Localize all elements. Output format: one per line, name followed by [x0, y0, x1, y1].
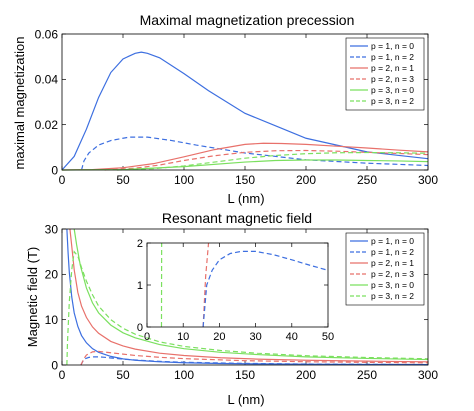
chart-top-legend-label: p = 1, n = 2	[371, 52, 414, 62]
chart-top-series-line-0	[61, 51, 429, 171]
chart-bottom-legend-label: p = 1, n = 2	[371, 247, 414, 257]
chart-top-xlabel: L (nm)	[227, 191, 264, 206]
chart-bottom-legend-label: p = 3, n = 2	[371, 291, 414, 301]
chart-top-legend: p = 1, n = 0p = 1, n = 2p = 2, n = 1p = …	[345, 37, 425, 111]
inset-lines	[160, 242, 329, 328]
chart-top-x-tick-label: 150	[235, 173, 255, 187]
chart-top-legend-label: p = 2, n = 3	[371, 74, 414, 84]
chart-top-legend-label: p = 2, n = 1	[371, 63, 414, 73]
chart-top-lines	[61, 51, 429, 171]
chart-top-series-line-1	[80, 136, 429, 171]
chart-top-ylabel: maximal magnetization	[12, 37, 27, 170]
chart-bottom-legend-label: p = 1, n = 0	[371, 236, 414, 246]
chart-top-frame	[61, 33, 429, 171]
inset-series-line-2	[202, 250, 329, 328]
chart-bottom-xlabel: L (nm)	[227, 392, 264, 407]
chart-top-x-tick-label: 250	[357, 173, 377, 187]
chart-bottom-legend-label: p = 3, n = 0	[371, 280, 414, 290]
chart-top-y-tick-label: 0.02	[35, 118, 59, 132]
chart-top-title: Maximal magnetization precession	[140, 12, 355, 28]
chart-top: Maximal magnetization precession maximal…	[12, 12, 438, 206]
inset-x-tick-label: 10	[177, 331, 189, 343]
chart-bottom-x-tick-label: 100	[174, 368, 194, 382]
inset-x-tick-label: 20	[213, 331, 225, 343]
chart-bottom-y-tick-label: 0	[51, 358, 58, 372]
inset-y-tick-label: 2	[137, 238, 143, 250]
chart-top-y-tick-label: 0.06	[35, 27, 59, 41]
chart-top-x-tick-label: 100	[174, 173, 194, 187]
chart-bottom-x-tick-label: 300	[418, 368, 438, 382]
inset-background	[147, 243, 328, 327]
chart-bottom-frame	[61, 228, 429, 366]
chart-bottom-x-tick-label: 50	[116, 368, 130, 382]
chart-bottom-x-tick-label: 0	[59, 368, 66, 382]
chart-top-legend-label: p = 3, n = 0	[371, 85, 414, 95]
inset-chart: 0 10 20 30 40 50 0 1 2	[137, 238, 334, 343]
chart-top-y-tick-label: 0.04	[35, 73, 59, 87]
chart-top-x-tick-label: 50	[116, 173, 130, 187]
chart-bottom-series-line-2	[69, 228, 429, 363]
chart-top-y-tick-label: 0	[51, 163, 58, 177]
inset-series-line-1	[202, 242, 210, 328]
chart-bottom-x-tick-label: 250	[357, 368, 377, 382]
chart-bottom-y-tick-label: 30	[45, 222, 59, 236]
chart-bottom-series-line-0	[66, 228, 429, 366]
chart-bottom-y-tick-label: 20	[45, 268, 59, 282]
chart-bottom-x-tick-label: 150	[235, 368, 255, 382]
chart-bottom-legend: p = 1, n = 0p = 1, n = 2p = 2, n = 1p = …	[345, 232, 425, 306]
chart-bottom-y-tick-label: 10	[45, 313, 59, 327]
chart-bottom-title: Resonant magnetic field	[162, 210, 312, 226]
chart-bottom-lines	[66, 228, 429, 366]
inset-x-tick-label: 50	[322, 331, 334, 343]
chart-bottom-series-line-5	[66, 250, 429, 366]
chart-bottom-legend-label: p = 2, n = 3	[371, 269, 414, 279]
inset-x-tick-label: 40	[286, 331, 298, 343]
chart-top-legend-box	[345, 37, 425, 111]
chart-bottom: Resonant magnetic field Magnetic field (…	[25, 210, 438, 407]
inset-y-tick-label: 1	[137, 280, 143, 292]
inset-frame	[146, 242, 329, 328]
chart-bottom-series-line-3	[80, 350, 429, 366]
chart-top-legend-label: p = 1, n = 0	[371, 41, 414, 51]
chart-bottom-legend-box	[345, 232, 425, 306]
inset-y-tick-label: 0	[137, 322, 143, 334]
chart-top-series-line-5	[116, 151, 429, 171]
inset-x-tick-label: 0	[144, 331, 150, 343]
inset-x-tick-label: 30	[249, 331, 261, 343]
chart-top-x-tick-label: 300	[418, 173, 438, 187]
chart-top-series-line-2	[61, 142, 429, 171]
chart-top-x-tick-label: 0	[59, 173, 66, 187]
chart-top-x-tick-label: 200	[296, 173, 316, 187]
chart-top-legend-label: p = 3, n = 2	[371, 96, 414, 106]
chart-bottom-x-tick-label: 200	[296, 368, 316, 382]
chart-top-axis: 0 50 100 150 200 250 300 0 0.02 0.04 0.06	[35, 27, 439, 187]
chart-bottom-legend-label: p = 2, n = 1	[371, 258, 414, 268]
chart-bottom-series-line-4	[73, 228, 429, 361]
chart-bottom-series-line-1	[80, 356, 429, 366]
chart-bottom-ylabel: Magnetic field (T)	[25, 247, 40, 347]
